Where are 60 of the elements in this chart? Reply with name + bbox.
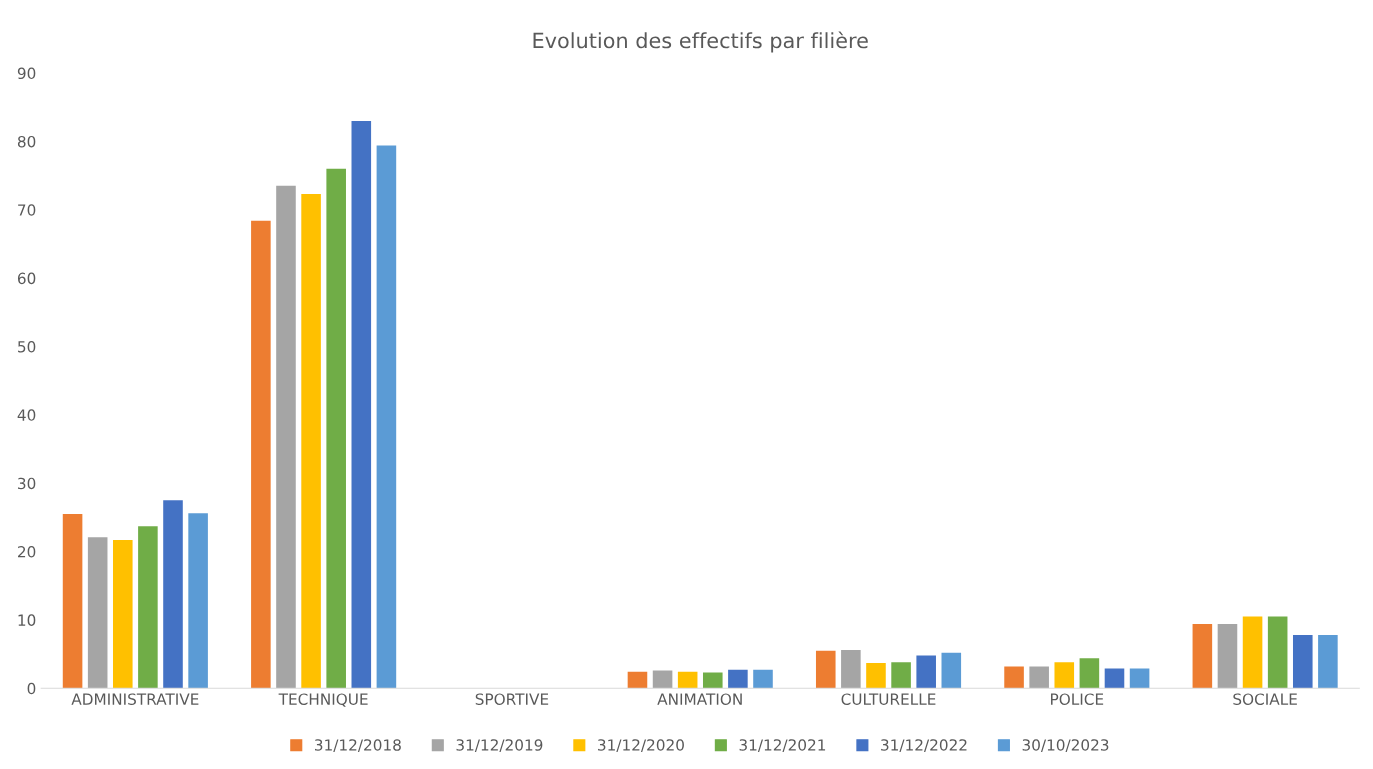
bar — [728, 669, 748, 689]
y-tick-label: 80 — [17, 135, 36, 148]
y-tick-label: 70 — [18, 204, 36, 216]
bar — [326, 168, 346, 689]
x-tick-label: CULTURELLE — [841, 693, 936, 705]
bar — [251, 220, 271, 689]
y-tick-label: 20 — [18, 546, 36, 558]
bar — [941, 652, 962, 689]
bar — [1079, 658, 1100, 689]
legend-label: 31/12/2021 — [739, 739, 826, 752]
bar — [1129, 668, 1150, 689]
bar — [815, 650, 836, 689]
y-tick-label: 50 — [18, 340, 36, 353]
y-tick-label: 90 — [17, 67, 36, 80]
legend-label: 31/12/2020 — [598, 739, 684, 752]
y-tick-label: 10 — [18, 614, 36, 626]
y-tick-label: 0 — [27, 682, 36, 695]
bar — [841, 649, 861, 689]
bar — [1318, 634, 1338, 689]
bar — [62, 513, 83, 689]
bar — [112, 539, 133, 689]
bar — [1267, 616, 1288, 689]
y-tick-label: 60 — [17, 272, 36, 285]
legend-label: 31/12/2018 — [315, 739, 401, 752]
y-tick-label: 30 — [18, 477, 36, 490]
bar — [891, 662, 911, 689]
bar — [1004, 666, 1024, 689]
bar — [866, 662, 886, 689]
bar — [1242, 616, 1263, 689]
x-tick-label: SOCIALE — [1233, 693, 1297, 705]
bar — [188, 513, 208, 689]
x-tick-label: POLICE — [1051, 693, 1104, 705]
bar — [351, 120, 372, 689]
bar — [753, 669, 773, 689]
bar — [1217, 624, 1238, 689]
x-tick-label: ANIMATION — [657, 693, 742, 705]
bar — [1292, 634, 1313, 689]
x-tick-label: TECHNIQUE — [278, 693, 368, 707]
bar — [1192, 624, 1213, 689]
bar — [301, 194, 321, 689]
bar — [1029, 666, 1049, 689]
legend-label: 30/10/2023 — [1022, 739, 1109, 752]
bar — [916, 655, 936, 689]
bar — [276, 185, 296, 689]
bar — [702, 672, 723, 689]
bar — [652, 670, 673, 689]
legend-label: 31/12/2022 — [881, 739, 967, 752]
legend-label: 31/12/2019 — [456, 739, 543, 752]
bar — [677, 671, 698, 689]
bar — [376, 145, 397, 689]
bar — [163, 500, 183, 689]
bar — [87, 537, 108, 689]
bar — [138, 526, 158, 689]
bar — [1054, 662, 1075, 689]
x-tick-label: SPORTIVE — [475, 693, 549, 705]
x-tick-label: ADMINISTRATIVE — [71, 693, 199, 705]
bar — [627, 671, 648, 689]
bar — [1104, 668, 1125, 689]
y-tick-label: 40 — [17, 409, 36, 421]
chart-title: Evolution des effectifs par filière — [533, 31, 868, 53]
